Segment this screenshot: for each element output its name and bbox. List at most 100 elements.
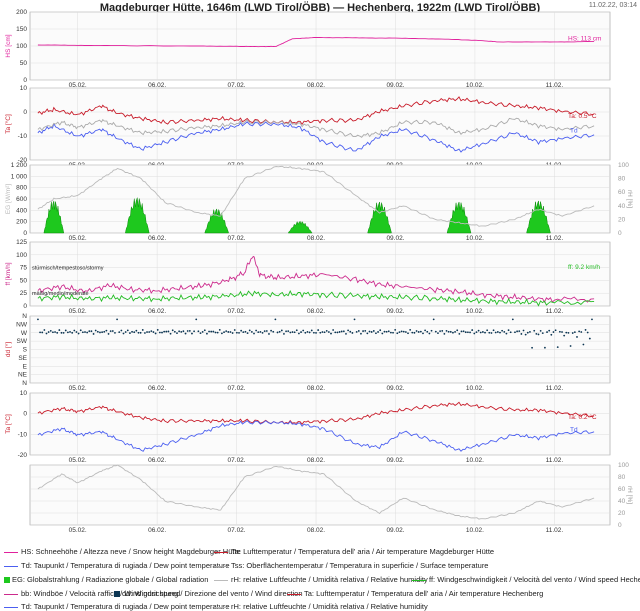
- dir-point: [419, 330, 422, 333]
- x-tick-label: 09.02.: [386, 385, 404, 392]
- end-label: Ta: 0.2 °C: [568, 413, 597, 421]
- dir-point: [496, 331, 499, 333]
- dir-point: [417, 331, 420, 333]
- panel-rh2: 0 20 40 60 80 100 rH [%] 05.02. 06.02. 07.02. 08.0…: [29, 462, 633, 534]
- series-wind-ff: [37, 290, 595, 307]
- dir-point: [507, 329, 510, 332]
- legend-item-10: Td: Taupunkt / Temperatura di rugiada / …: [4, 602, 230, 611]
- dir-point: [60, 331, 63, 334]
- dir-point: [479, 331, 482, 334]
- y-right-tick-label: 80: [618, 176, 626, 183]
- legend-swatch: [4, 551, 18, 553]
- x-tick-label: 06.02.: [148, 82, 166, 89]
- legend-item-11: rH: relative Luftfeuchte / Umidità relat…: [214, 602, 428, 611]
- dir-point: [409, 329, 412, 331]
- y-tick-label: 100: [16, 252, 27, 259]
- x-tick-label: 07.02.: [228, 527, 246, 534]
- dir-point: [404, 331, 407, 333]
- legend-swatch: [412, 579, 426, 581]
- x-tick-label: 07.02.: [228, 308, 246, 315]
- dir-point: [64, 329, 67, 332]
- dir-point: [133, 331, 136, 334]
- dir-point: [268, 333, 270, 335]
- legend-item-1: Ta: Lufttemperatur / Temperatura dell' a…: [214, 547, 494, 556]
- x-tick-label: 08.02.: [307, 385, 325, 392]
- dir-point: [118, 331, 121, 334]
- dir-point: [77, 332, 80, 335]
- dir-point: [516, 330, 519, 333]
- x-tick-label: 08.02.: [307, 527, 325, 534]
- legend-label: Ta: Lufttemperatur / Temperatura dell' a…: [231, 547, 495, 556]
- dir-point: [52, 331, 54, 334]
- dir-point: [484, 331, 486, 334]
- dir-point: [283, 333, 285, 335]
- dir-point: [255, 329, 258, 332]
- dir-point: [150, 330, 153, 333]
- x-tick-label: 05.02.: [69, 385, 87, 392]
- x-tick-label: 10.02.: [466, 385, 484, 392]
- dir-point: [552, 331, 555, 333]
- dir-point: [584, 329, 587, 331]
- dir-point: [503, 330, 506, 333]
- dir-point: [208, 330, 210, 333]
- legend-swatch: [4, 606, 18, 608]
- dir-point: [582, 343, 585, 346]
- dir-point: [462, 330, 465, 333]
- x-tick-label: 05.02.: [69, 308, 87, 315]
- dir-point: [377, 331, 379, 333]
- dir-point: [58, 329, 61, 331]
- y-tick-label: -20: [18, 452, 28, 459]
- dir-point: [184, 332, 187, 335]
- dir-point: [154, 332, 157, 335]
- dir-point: [550, 333, 553, 336]
- dir-point: [99, 331, 101, 334]
- y-tick-label: E: [23, 363, 28, 370]
- y-tick-label: N: [22, 380, 27, 387]
- dir-point: [124, 331, 127, 333]
- y-tick-label: 10: [20, 390, 28, 397]
- x-tick-label: 07.02.: [228, 457, 246, 464]
- y-tick-label: -10: [18, 133, 28, 140]
- dir-point: [66, 331, 69, 334]
- dir-point: [231, 332, 234, 334]
- dir-point: [469, 331, 471, 334]
- dir-point: [137, 331, 140, 334]
- dir-point: [454, 330, 456, 333]
- dir-point: [56, 331, 59, 334]
- radiation-bar-2: [204, 208, 229, 234]
- dir-point: [387, 330, 390, 333]
- annotation-stormy: stürmisch/tempestoso/stormy: [32, 266, 104, 272]
- dir-point: [422, 332, 424, 335]
- dir-point: [578, 330, 581, 333]
- dir-point: [229, 331, 232, 333]
- dir-point: [285, 330, 287, 333]
- dir-point: [111, 330, 114, 332]
- panel-temp1: -20 -10 0 10 05.02. 06.02. 07.02. 08.02. 09.02. 1…: [4, 85, 611, 169]
- dir-point: [490, 332, 493, 334]
- x-tick-label: 11.02.: [546, 235, 564, 242]
- dir-point: [499, 331, 501, 334]
- y-tick-label: 600: [16, 196, 27, 203]
- dir-point: [182, 330, 185, 333]
- legend-item-3: Tss: Oberflächentemperatur / Temperatura…: [214, 561, 488, 570]
- dir-point: [201, 330, 204, 333]
- x-tick-label: 11.02.: [546, 385, 564, 392]
- dir-point: [173, 330, 176, 333]
- legend-item-2: Td: Taupunkt / Temperatura di rugiada / …: [4, 561, 230, 570]
- legend-swatch: [4, 565, 18, 567]
- dir-point: [158, 331, 161, 334]
- dir-point: [312, 331, 315, 334]
- dir-point: [92, 333, 95, 335]
- dir-point: [278, 330, 281, 333]
- panel-frame: [29, 392, 611, 456]
- dir-point: [156, 329, 159, 331]
- x-tick-label: 11.02.: [546, 308, 564, 315]
- dir-point: [169, 332, 172, 335]
- dir-point: [501, 329, 504, 332]
- dir-point: [265, 330, 268, 332]
- dir-point: [475, 331, 478, 334]
- y-axis-label: HS [cm]: [5, 34, 12, 57]
- legend-label: Tss: Oberflächentemperatur / Temperatura…: [231, 561, 489, 570]
- dir-point: [272, 330, 275, 333]
- x-tick-label: 05.02.: [69, 527, 87, 534]
